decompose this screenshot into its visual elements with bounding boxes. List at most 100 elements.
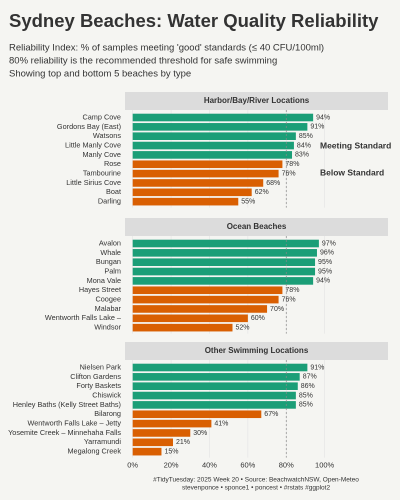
y-tick-label: Clifton Gardens xyxy=(70,372,121,381)
value-label: 55% xyxy=(241,198,255,205)
bar xyxy=(132,258,316,266)
caption: stevenponce • sponce1 • poncest • #rstat… xyxy=(182,485,331,492)
value-label: 15% xyxy=(164,448,178,455)
bar xyxy=(132,123,308,131)
value-label: 96% xyxy=(320,250,334,257)
y-tick-label: Tambourine xyxy=(83,169,121,178)
panel-title: Harbor/Bay/River Locations xyxy=(204,96,310,105)
value-label: 62% xyxy=(255,189,269,196)
y-tick-label: Hayes Street xyxy=(79,285,121,294)
y-tick-label: Nielsen Park xyxy=(80,362,122,371)
value-label: 95% xyxy=(318,268,332,275)
bar xyxy=(132,179,264,187)
value-label: 97% xyxy=(322,240,336,247)
value-label: 85% xyxy=(299,402,313,409)
value-label: 94% xyxy=(316,114,330,121)
bar xyxy=(132,239,319,248)
panel-title: Ocean Beaches xyxy=(227,222,287,231)
bar xyxy=(132,447,162,456)
y-tick-label: Gordons Bay (East) xyxy=(57,122,121,131)
y-tick-label: Bilarong xyxy=(94,409,121,418)
value-label: 67% xyxy=(264,411,278,418)
x-tick-label: 0% xyxy=(127,461,138,470)
bar xyxy=(132,410,262,419)
value-label: 76% xyxy=(282,170,296,177)
y-tick-label: Wentworth Falls Lake – xyxy=(45,313,122,322)
y-tick-label: Watsons xyxy=(93,131,121,140)
bar xyxy=(132,323,233,332)
value-label: 94% xyxy=(316,278,330,285)
value-label: 86% xyxy=(301,383,315,390)
y-tick-label: Darling xyxy=(98,197,121,206)
subtitle: Reliability Index: % of samples meeting … xyxy=(9,43,324,54)
title: Sydney Beaches: Water Quality Reliabilit… xyxy=(9,10,379,31)
y-tick-label: Wentworth Falls Lake – Jetty xyxy=(27,419,121,428)
y-tick-label: Little Manly Cove xyxy=(65,140,121,149)
value-label: 85% xyxy=(299,133,313,140)
value-label: 84% xyxy=(297,142,311,149)
value-label: 78% xyxy=(285,287,299,294)
value-label: 95% xyxy=(318,259,332,266)
value-label: 41% xyxy=(214,420,228,427)
strip xyxy=(125,218,388,236)
bar xyxy=(132,141,294,150)
y-tick-label: Chiswick xyxy=(92,390,121,399)
y-tick-label: Megalong Creek xyxy=(67,447,121,456)
y-tick-label: Avalon xyxy=(99,238,121,247)
y-tick-label: Bungan xyxy=(96,257,121,266)
bar xyxy=(132,363,308,372)
strip xyxy=(125,342,388,360)
y-tick-label: Mona Vale xyxy=(87,276,121,285)
subtitle: Showing top and bottom 5 beaches by type xyxy=(9,69,191,80)
bar xyxy=(132,382,298,390)
bar xyxy=(132,419,212,428)
y-tick-label: Whale xyxy=(100,248,121,257)
y-tick-label: Boat xyxy=(106,187,121,196)
y-tick-label: Rose xyxy=(104,159,121,168)
value-label: 30% xyxy=(193,430,207,437)
y-tick-label: Coogee xyxy=(95,295,121,304)
panel-title: Other Swimming Locations xyxy=(205,346,309,355)
bar xyxy=(132,295,279,304)
bar xyxy=(132,151,293,159)
value-label: 91% xyxy=(310,124,324,131)
x-tick-label: 100% xyxy=(315,461,335,470)
value-label: 21% xyxy=(176,439,190,446)
bar xyxy=(132,197,239,206)
y-tick-label: Malabar xyxy=(95,304,122,313)
y-tick-label: Palm xyxy=(104,266,121,275)
bar xyxy=(132,401,296,409)
value-label: 85% xyxy=(299,392,313,399)
bar xyxy=(132,429,191,437)
value-label: 68% xyxy=(266,180,280,187)
bar xyxy=(132,113,314,122)
value-label: 70% xyxy=(270,306,284,313)
y-tick-label: Henley Baths (Kelly Street Baths) xyxy=(13,400,121,409)
bar xyxy=(132,267,316,276)
annotation: Below Standard xyxy=(320,167,384,177)
strip xyxy=(125,92,388,110)
bar xyxy=(132,305,268,313)
bar xyxy=(132,160,283,169)
annotation: Meeting Standard xyxy=(320,140,391,150)
value-label: 78% xyxy=(285,161,299,168)
bar xyxy=(132,277,314,285)
value-label: 52% xyxy=(236,324,250,331)
bar xyxy=(132,249,317,257)
bar xyxy=(132,132,296,140)
bar xyxy=(132,391,296,400)
value-label: 87% xyxy=(303,374,317,381)
y-tick-label: Yosemite Creek – Minnehaha Falls xyxy=(8,428,121,437)
bar xyxy=(132,373,300,381)
bar xyxy=(132,314,248,323)
subtitle: 80% reliability is the recommended thres… xyxy=(9,56,277,67)
y-tick-label: Camp Cove xyxy=(82,112,121,121)
value-label: 91% xyxy=(310,364,324,371)
caption: #TidyTuesday: 2025 Week 20 • Source: Bea… xyxy=(153,477,359,484)
value-label: 83% xyxy=(295,152,309,159)
bar xyxy=(132,169,279,178)
bar xyxy=(132,188,252,197)
x-tick-label: 60% xyxy=(240,461,255,470)
